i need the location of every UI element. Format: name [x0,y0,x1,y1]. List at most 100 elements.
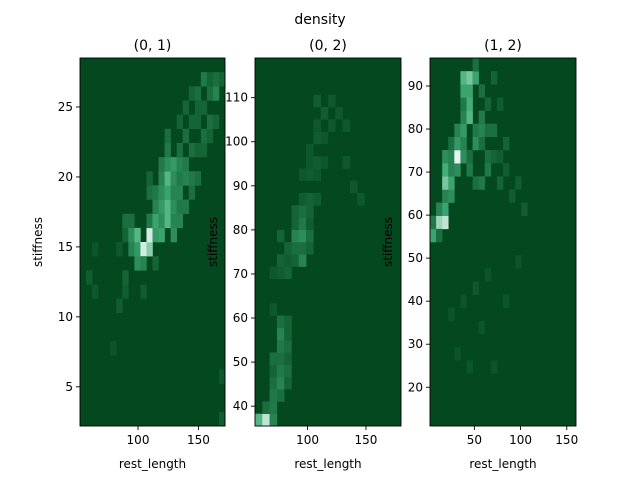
heatmap-cell [164,142,171,158]
heatmap-cell [472,58,479,72]
heatmap-cell [448,307,455,322]
heatmap-cell [284,376,292,390]
heatmap-cell [182,171,190,186]
heatmap-cell [255,413,263,427]
y-tick-label: 40 [233,399,248,413]
heatmap-cell [521,202,528,217]
heatmap-cell [269,413,278,427]
heatmap-cell [284,364,292,378]
heatmap-cell [306,217,314,231]
heatmap-cell [436,202,443,217]
heatmap-cell [466,84,473,98]
heatmap-cell [298,254,307,267]
heatmap-cell [478,136,486,151]
heatmap-cell [182,100,190,115]
x-tick-label: 150 [355,433,378,447]
heatmap-cell [276,315,285,329]
heatmap-cell [146,185,153,200]
heatmap-cell [182,199,190,214]
heatmap-cell [320,107,329,120]
heatmap-cell [306,229,314,243]
heatmap-cell [122,227,129,243]
heatmap-cell [436,215,443,230]
y-tick-label: 60 [408,208,423,222]
y-tick-label: 110 [225,91,248,105]
panel-1: 100 150 40 50 60 70 80 90 100 110 (0, 2) rest_lengt… [206,38,402,471]
heatmap-cell [218,72,226,87]
heatmap-cell [472,123,479,138]
heatmap-cell [134,242,141,257]
heatmap-cell [460,150,467,164]
heatmap-cell [454,150,461,164]
y-tick-label: 5 [65,380,73,394]
heatmap-background [430,58,576,426]
heatmap-cell [298,217,307,231]
heatmap-cell [503,163,510,177]
heatmap-cell [269,303,278,316]
heatmap-cell [466,97,473,111]
heatmap-cell [466,163,473,177]
heatmap-cell [298,205,307,218]
heatmap-cell [110,341,117,356]
heatmap-cell [188,171,196,186]
heatmap-cell [276,364,285,378]
heatmap-cell [284,266,292,280]
figure-title: density [294,12,345,28]
heatmap-cell [484,163,492,177]
heatmap-cell [298,192,307,206]
heatmap-cell [176,185,184,200]
heatmap-cell [442,176,449,190]
heatmap-cell [306,143,314,157]
heatmap-cell [503,294,510,309]
heatmap-cell [164,199,171,214]
heatmap-cell [164,157,171,172]
y-tick-label: 80 [233,223,248,237]
heatmap-cell [320,131,329,145]
heatmap-cell [269,376,278,390]
heatmap-cell [176,213,184,229]
heatmap-cell [146,171,153,186]
heatmap-cell [490,360,498,374]
heatmap-cell [291,217,300,231]
y-tick-label: 50 [408,251,423,265]
heatmap-cell [442,163,449,177]
heatmap-cell [484,123,492,138]
panels: 100 150 5 10 15 20 25 (0, 1) rest_length stiffnes… [31,38,578,471]
heatmap-cell [146,242,153,257]
heatmap-cell [206,72,214,87]
x-tick-label: 100 [127,433,150,447]
heatmap-cell [212,86,220,101]
heatmap-cell [442,215,449,230]
axes-frame [254,57,402,427]
heatmap-cell [140,284,147,299]
heatmap-cell [313,192,321,206]
heatmap-cell [478,110,486,125]
heatmap-cell [460,294,467,309]
heatmap-cell [496,176,504,190]
heatmap-cell [158,185,165,200]
heatmap-cell [146,213,153,229]
heatmap-cell [490,123,498,138]
heatmap-cell [298,229,307,243]
heatmap-cell [448,136,455,151]
heatmap-cell [269,389,278,402]
heatmap-cell [116,298,123,314]
heatmap-cell [170,213,177,229]
heatmap-cell [164,185,171,200]
heatmap-cell [478,84,486,98]
heatmap-cell [460,123,467,138]
heatmap-cell [218,369,226,384]
heatmap-cell [269,266,278,280]
heatmap-cell [448,189,455,203]
heatmap-cell [478,176,486,190]
y-tick-label: 90 [233,179,248,193]
heatmap-cell [454,347,461,361]
heatmap-cell [466,110,473,125]
heatmap-cell [342,119,351,132]
heatmap-cell [276,340,285,353]
heatmap-cell [158,171,165,186]
heatmap-cell [212,114,220,130]
heatmap-cell [176,171,184,186]
heatmap-cell [182,157,190,172]
heatmap-cell [206,86,214,101]
